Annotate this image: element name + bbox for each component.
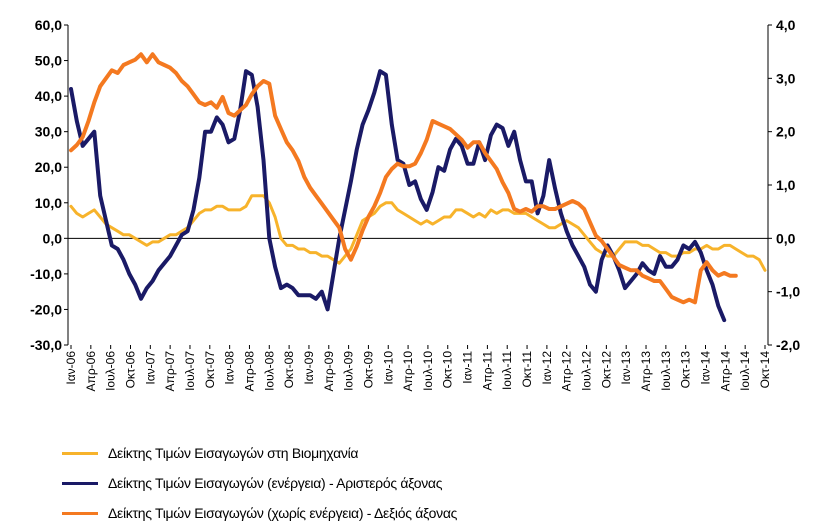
right-tick-label: -1,0 [776, 284, 800, 300]
left-tick-label: 10,0 [35, 195, 62, 211]
left-tick-label: -30,0 [30, 337, 62, 353]
left-tick-label: 0,0 [43, 230, 63, 246]
x-tick-label: Ιουλ-08 [262, 351, 276, 391]
x-tick-label: Οκτ-10 [441, 351, 455, 389]
legend-swatch-0 [62, 451, 98, 455]
x-tick-label: Απρ-07 [163, 351, 177, 392]
left-tick-label: -20,0 [30, 301, 62, 317]
x-tick-label: Οκτ-06 [123, 351, 137, 389]
x-tick-label: Ιουλ-14 [738, 351, 752, 391]
x-tick-label: Οκτ-11 [520, 351, 534, 388]
legend: Δείκτης Τιμών Εισαγωγών στη Βιομηχανία Δ… [62, 438, 762, 528]
x-tick-label: Ιαν-13 [619, 351, 633, 385]
x-tick-label: Ιουλ-10 [421, 351, 435, 391]
legend-label-1: Δείκτης Τιμών Εισαγωγών (ενέργεια) - Αρι… [108, 475, 443, 491]
legend-label-2: Δείκτης Τιμών Εισαγωγών (χωρίς ενέργεια)… [108, 505, 458, 521]
x-tick-label: Ιαν-06 [64, 351, 78, 385]
right-tick-label: 0,0 [776, 230, 796, 246]
left-tick-label: 30,0 [35, 124, 62, 140]
x-tick-label: Ιαν-11 [461, 351, 475, 384]
right-tick-label: -2,0 [776, 337, 800, 353]
series-line-1 [69, 69, 727, 323]
x-tick-label: Ιαν-09 [302, 351, 316, 385]
x-tick-label: Ιουλ-09 [342, 351, 356, 391]
legend-item-1: Δείκτης Τιμών Εισαγωγών (ενέργεια) - Αρι… [62, 468, 762, 498]
legend-item-2: Δείκτης Τιμών Εισαγωγών (χωρίς ενέργεια)… [62, 498, 762, 528]
x-tick-label: Απρ-14 [718, 351, 732, 392]
x-tick-label: Απρ-09 [322, 351, 336, 392]
series-line-2 [69, 52, 738, 305]
right-y-axis: 4,0 3,0 2,0 1,0 0,0 -1,0 -2,0 [768, 17, 800, 353]
x-tick-label: Ιαν-08 [223, 351, 237, 385]
legend-label-0: Δείκτης Τιμών Εισαγωγών στη Βιομηχανία [108, 445, 359, 461]
x-tick-label: Απρ-11 [480, 351, 494, 391]
x-tick-label: Οκτ-07 [203, 351, 217, 389]
left-tick-label: -10,0 [30, 266, 62, 282]
x-tick-label: Απρ-06 [84, 351, 98, 392]
x-tick-label: Οκτ-12 [599, 351, 613, 389]
right-tick-label: 2,0 [776, 124, 796, 140]
x-tick-label: Οκτ-13 [679, 351, 693, 389]
series-lines [69, 52, 767, 323]
left-tick-label: 60,0 [35, 17, 62, 33]
x-axis: Ιαν-06 Απρ-06 Ιουλ-06 Οκτ-06 Ιαν-07 Απρ-07 Ιου… [64, 345, 772, 391]
left-tick-label: 20,0 [35, 159, 62, 175]
right-tick-label: 4,0 [776, 17, 796, 33]
x-tick-label: Οκτ-14 [758, 351, 772, 389]
right-tick-label: 3,0 [776, 70, 796, 86]
left-y-axis: 60,0 50,0 40,0 30,0 20,0 10,0 0,0 -10,0 -20,0 -30… [30, 17, 68, 353]
x-tick-label: Ιουλ-12 [580, 351, 594, 391]
x-tick-label: Απρ-12 [560, 351, 574, 392]
x-tick-label: Ιουλ-13 [659, 351, 673, 391]
x-tick-label: Οκτ-08 [282, 351, 296, 389]
x-tick-label: Απρ-08 [242, 351, 256, 392]
left-tick-label: 50,0 [35, 53, 62, 69]
x-tick-label: Απρ-13 [639, 351, 653, 392]
legend-item-0: Δείκτης Τιμών Εισαγωγών στη Βιομηχανία [62, 438, 762, 468]
x-tick-label: Ιουλ-06 [104, 351, 118, 391]
x-tick-label: Ιουλ-11 [500, 351, 514, 390]
x-tick-label: Ιαν-10 [381, 351, 395, 385]
x-tick-label: Οκτ-09 [361, 351, 375, 389]
left-tick-label: 40,0 [35, 88, 62, 104]
x-tick-label: Ιαν-14 [699, 351, 713, 385]
legend-swatch-1 [62, 481, 98, 485]
x-tick-label: Απρ-10 [401, 351, 415, 392]
x-tick-label: Ιουλ-07 [183, 351, 197, 391]
right-tick-label: 1,0 [776, 177, 796, 193]
legend-swatch-2 [62, 511, 98, 515]
x-tick-label: Ιαν-07 [143, 351, 157, 385]
x-tick-label: Ιαν-12 [540, 351, 554, 385]
